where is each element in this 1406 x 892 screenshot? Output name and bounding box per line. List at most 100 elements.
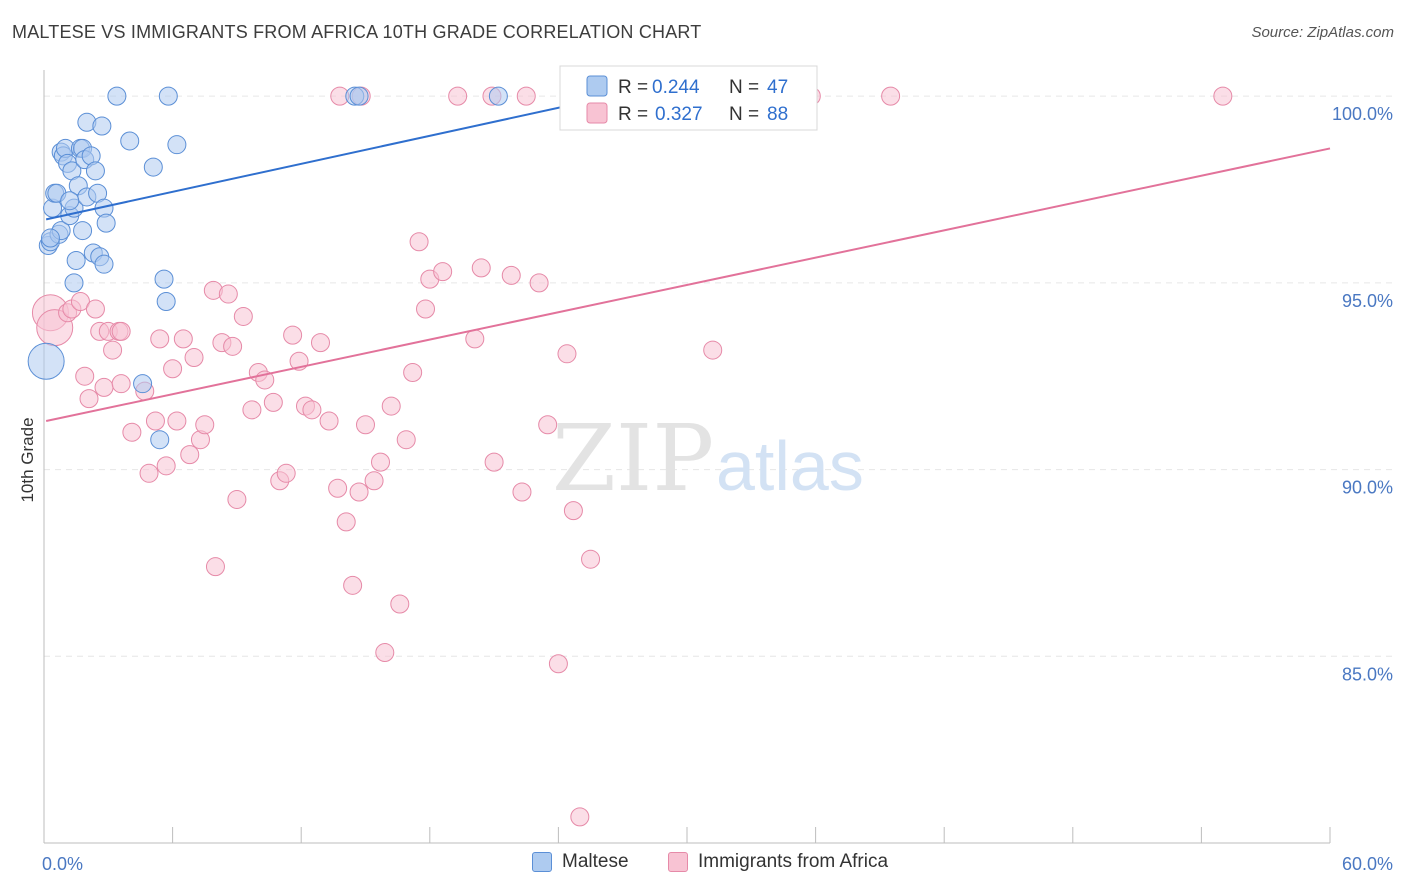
data-point [516,86,536,106]
legend-swatch-blue [586,75,608,97]
data-point [184,348,204,368]
data-point [242,400,262,420]
data-point [103,340,123,360]
data-point [150,430,170,450]
data-point [73,221,93,241]
data-point [319,411,339,431]
data-point [180,445,200,465]
data-point [416,299,436,319]
data-point [1213,86,1233,106]
data-point [143,157,163,177]
data-point [156,292,176,312]
data-point [465,329,485,349]
series-legend: Maltese Immigrants from Africa [0,851,1406,881]
series-immigrants-from-africa [31,86,1233,827]
data-point [488,86,508,106]
trend-lines [45,95,1331,423]
trend-line [45,147,1331,423]
data-point [403,362,423,382]
watermark: ZIP atlas [552,405,864,512]
legend-label-maltese: Maltese [562,851,629,872]
data-point [448,86,468,106]
source-label: Source: ZipAtlas.com [1251,24,1394,41]
trend-line [45,95,613,221]
data-point [484,452,504,472]
legend-n-value: 88 [767,104,788,125]
data-point [471,258,491,278]
data-point [263,392,283,412]
data-point [409,232,429,252]
legend-swatch-maltese [532,852,552,872]
data-point [501,265,521,285]
data-point [60,191,80,211]
data-point [328,478,348,498]
x-tick-labels: 0.0% 60.0% [42,854,1393,874]
data-point [158,86,178,106]
data-point [40,228,60,248]
legend-item-immigrants-from-africa: Immigrants from Africa [668,851,888,873]
data-point [557,344,577,364]
legend-swatch-immigrants-from-africa [668,852,688,872]
data-point [205,557,225,577]
data-point [343,575,363,595]
data-point [336,512,356,532]
legend-swatch-pink [586,102,608,124]
data-point [94,254,114,274]
y-tick-label: 95.0% [1342,291,1393,311]
correlation-legend: R = 0.244 N = 47 R = 0.327 N = 88 [559,65,818,131]
data-point [396,430,416,450]
data-point [570,807,590,827]
y-tick-label: 85.0% [1342,664,1393,684]
data-point [75,366,95,386]
data-point [563,501,583,521]
data-point [433,262,453,282]
legend-n-label: N = [729,104,759,125]
data-point [156,456,176,476]
data-point [27,342,65,380]
y-tick-label: 90.0% [1342,478,1393,498]
data-point [122,422,142,442]
data-point [167,411,187,431]
data-point [881,86,901,106]
x-tick-label: 60.0% [1342,854,1393,874]
y-axis-title: 10th Grade [18,417,37,502]
legend-r-label: R = [618,104,648,125]
data-point [581,549,601,569]
data-point [512,482,532,502]
data-point [111,374,131,394]
data-point [233,306,253,326]
data-point [154,269,174,289]
data-point [538,415,558,435]
data-point [85,161,105,181]
data-point [94,377,114,397]
data-point [79,389,99,409]
data-point [195,415,215,435]
x-tick-label: 0.0% [42,854,83,874]
data-point [310,333,330,353]
data-point [548,654,568,674]
data-point [364,471,384,491]
data-point [390,594,410,614]
axes [43,70,1331,844]
gridlines [44,95,1394,657]
legend-n-value: 47 [767,77,788,98]
data-point [163,359,183,379]
data-point [227,489,247,509]
data-point [133,374,153,394]
data-point [276,463,296,483]
data-point [107,86,127,106]
data-point [70,292,90,312]
y-tick-label: 100.0% [1332,104,1393,124]
data-point [356,415,375,435]
data-point [218,284,238,304]
data-point [111,321,131,341]
data-point [349,86,369,106]
data-point [381,396,401,416]
legend-r-value: 0.244 [652,77,700,98]
legend-item-maltese: Maltese [532,851,629,873]
watermark-atlas: atlas [716,427,864,505]
legend-n-label: N = [729,77,759,98]
data-point [150,329,170,349]
watermark-zip: ZIP [552,405,714,512]
